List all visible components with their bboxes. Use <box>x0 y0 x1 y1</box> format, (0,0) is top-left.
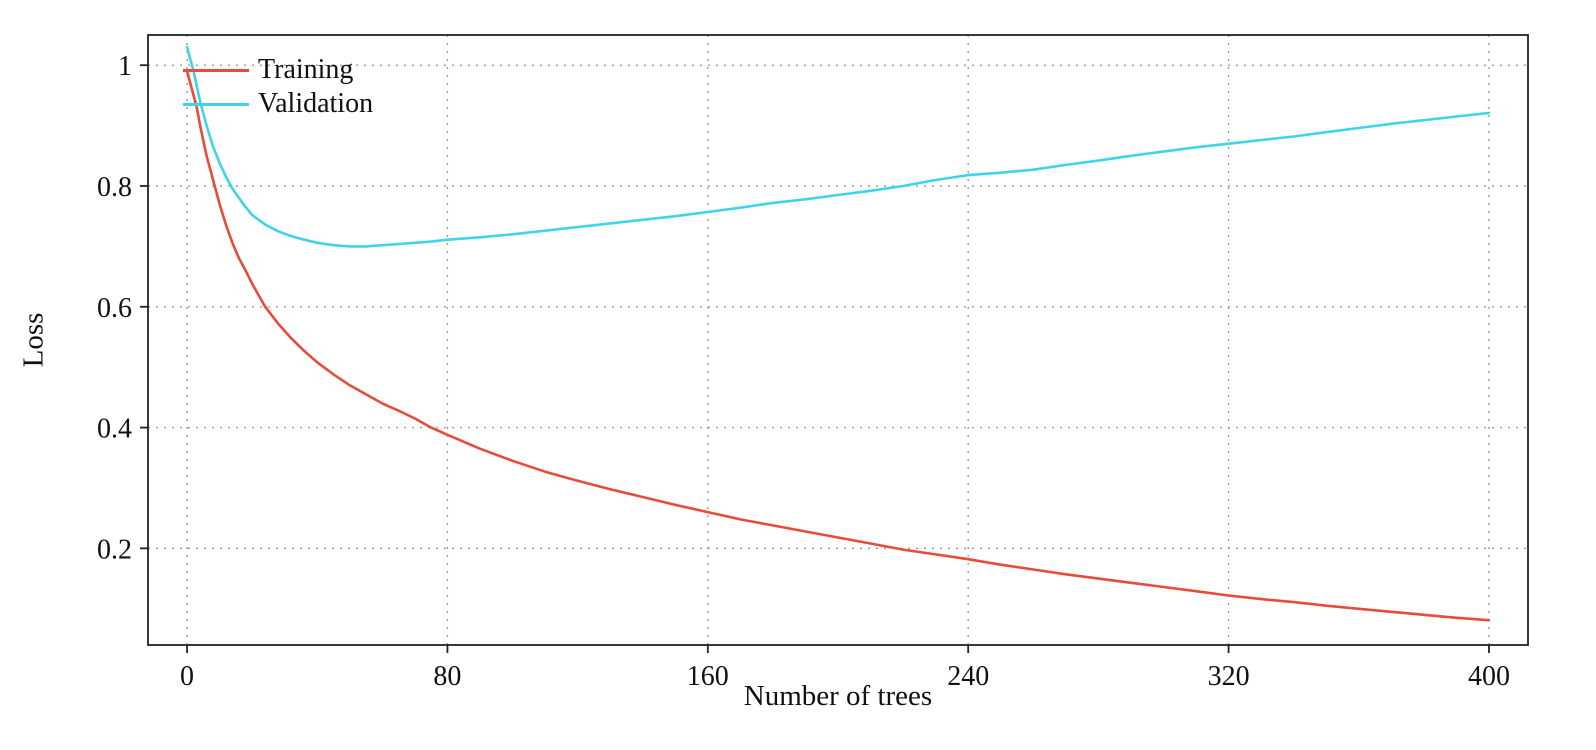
legend-item-validation: Validation <box>183 88 373 120</box>
svg-text:0.6: 0.6 <box>97 293 132 324</box>
legend-item-training: Training <box>183 54 373 86</box>
svg-text:0.2: 0.2 <box>97 534 132 565</box>
svg-text:400: 400 <box>1468 661 1510 692</box>
svg-text:0.4: 0.4 <box>97 414 132 445</box>
y-axis-title: Loss <box>17 312 50 368</box>
svg-text:0: 0 <box>180 661 194 692</box>
chart-legend: Training Validation <box>183 54 373 120</box>
x-axis-title: Number of trees <box>743 680 933 712</box>
svg-text:80: 80 <box>433 661 461 692</box>
svg-text:0.8: 0.8 <box>97 172 132 203</box>
validation-line-swatch <box>183 102 249 106</box>
svg-text:160: 160 <box>687 661 729 692</box>
legend-label-validation: Validation <box>258 88 374 119</box>
legend-label-training: Training <box>258 54 354 85</box>
training-line-swatch <box>183 68 249 72</box>
svg-text:240: 240 <box>947 661 989 692</box>
svg-text:320: 320 <box>1208 661 1250 692</box>
svg-text:1: 1 <box>118 51 132 82</box>
